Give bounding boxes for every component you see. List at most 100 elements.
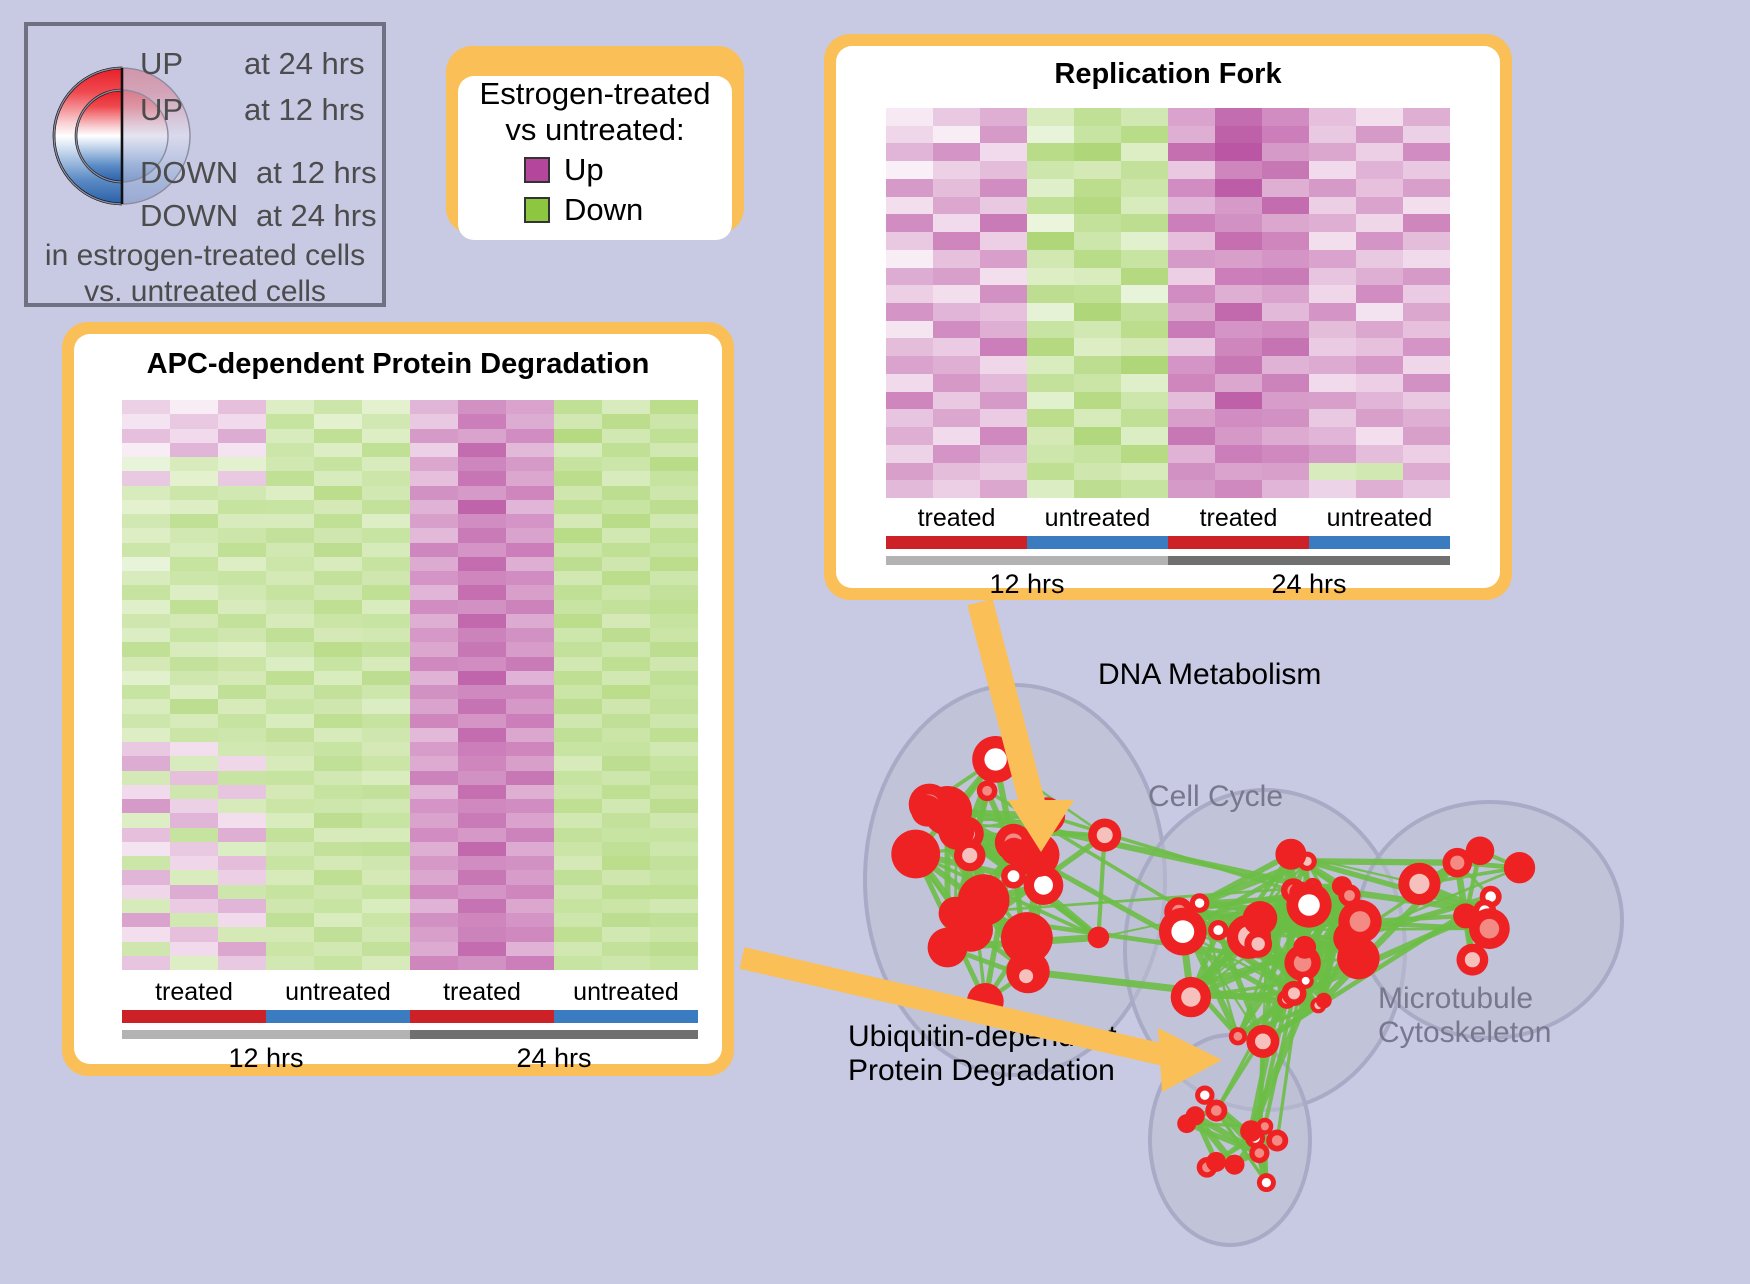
heat-cell: [933, 232, 980, 250]
heat-cell: [506, 685, 554, 699]
time-bar: [1168, 556, 1450, 565]
heat-cell: [650, 927, 698, 941]
network-node[interactable]: [891, 830, 940, 879]
heat-cell: [1074, 126, 1121, 144]
heat-cell: [650, 870, 698, 884]
heat-cell: [314, 557, 362, 571]
network-node[interactable]: [1243, 901, 1278, 936]
network-node[interactable]: [1225, 1155, 1245, 1175]
heat-cell: [362, 528, 410, 542]
heat-cell: [458, 885, 506, 899]
heat-cell: [362, 642, 410, 656]
heat-cell: [1403, 409, 1450, 427]
heat-cell: [1027, 409, 1074, 427]
network-node[interactable]: [1504, 852, 1535, 883]
network-node[interactable]: [928, 928, 968, 968]
heat-cell: [218, 885, 266, 899]
apc-treatment-bars: [122, 1010, 698, 1023]
heat-cell: [602, 899, 650, 913]
heat-cell: [314, 543, 362, 557]
heat-cell: [1074, 374, 1121, 392]
heat-cell: [1356, 445, 1403, 463]
heat-cell: [1356, 480, 1403, 498]
heat-cell: [218, 799, 266, 813]
network-node[interactable]: [1029, 797, 1066, 834]
heat-cell: [314, 828, 362, 842]
heat-cell: [506, 400, 554, 414]
network-node[interactable]: [1293, 936, 1316, 959]
time-bar: [886, 556, 1168, 565]
heat-cell: [506, 486, 554, 500]
heat-cell: [650, 771, 698, 785]
heat-cell: [122, 471, 170, 485]
heat-cell: [650, 885, 698, 899]
heat-cell: [410, 942, 458, 956]
heat-cell: [602, 471, 650, 485]
heat-cell: [218, 657, 266, 671]
network-node[interactable]: [1316, 993, 1332, 1009]
heat-cell: [218, 956, 266, 970]
heat-cell: [266, 628, 314, 642]
network-node-core: [1480, 919, 1500, 939]
heat-cell: [266, 942, 314, 956]
down-color-swatch: [524, 197, 550, 223]
cluster-label-ubiquitin-degradation: Ubiquitin-dependent Protein Degradation: [848, 1020, 1117, 1087]
heat-cell: [218, 842, 266, 856]
heat-cell: [1027, 126, 1074, 144]
legend-dir-up-12: UP: [140, 92, 183, 127]
heat-cell: [266, 714, 314, 728]
heat-cell: [266, 771, 314, 785]
heat-cell: [1121, 179, 1168, 197]
network-node[interactable]: [1240, 1120, 1262, 1142]
network-node-core: [982, 786, 992, 796]
network-node[interactable]: [1337, 937, 1380, 980]
heat-cell: [980, 108, 1027, 126]
network-node[interactable]: [1001, 838, 1028, 865]
heat-cell: [1074, 356, 1121, 374]
heat-cell: [266, 657, 314, 671]
network-node[interactable]: [911, 795, 943, 827]
network-node[interactable]: [1088, 927, 1110, 949]
heat-cell: [362, 813, 410, 827]
heat-cell: [1309, 338, 1356, 356]
heat-cell: [170, 528, 218, 542]
heat-cell: [122, 885, 170, 899]
heat-cell: [266, 557, 314, 571]
heat-cell: [122, 728, 170, 742]
heat-cell: [980, 338, 1027, 356]
heat-cell: [933, 321, 980, 339]
time-label: 12 hrs: [122, 1043, 410, 1074]
heat-cell: [1027, 392, 1074, 410]
network-node[interactable]: [1275, 839, 1306, 870]
heat-cell: [410, 842, 458, 856]
heat-cell: [506, 657, 554, 671]
heat-cell: [1262, 232, 1309, 250]
legend-key-up: Up: [524, 152, 732, 188]
heat-cell: [980, 143, 1027, 161]
heat-cell: [458, 514, 506, 528]
heat-cell: [170, 813, 218, 827]
heat-cell: [980, 321, 1027, 339]
network-node[interactable]: [967, 983, 1004, 1020]
heat-cell: [218, 471, 266, 485]
heat-cell: [314, 671, 362, 685]
heat-cell: [266, 828, 314, 842]
heat-cell: [122, 486, 170, 500]
heat-cell: [1121, 321, 1168, 339]
replication-fork-title: Replication Fork: [836, 46, 1500, 91]
heat-cell: [1121, 427, 1168, 445]
heat-cell: [218, 813, 266, 827]
heat-cell: [506, 799, 554, 813]
network-node[interactable]: [958, 874, 1010, 926]
heat-cell: [1262, 427, 1309, 445]
network-node[interactable]: [1186, 1106, 1205, 1125]
network-node[interactable]: [1206, 1152, 1226, 1172]
heat-cell: [266, 927, 314, 941]
heat-cell: [362, 828, 410, 842]
heat-cell: [506, 600, 554, 614]
heat-cell: [602, 528, 650, 542]
heat-cell: [122, 429, 170, 443]
heat-cell: [554, 471, 602, 485]
